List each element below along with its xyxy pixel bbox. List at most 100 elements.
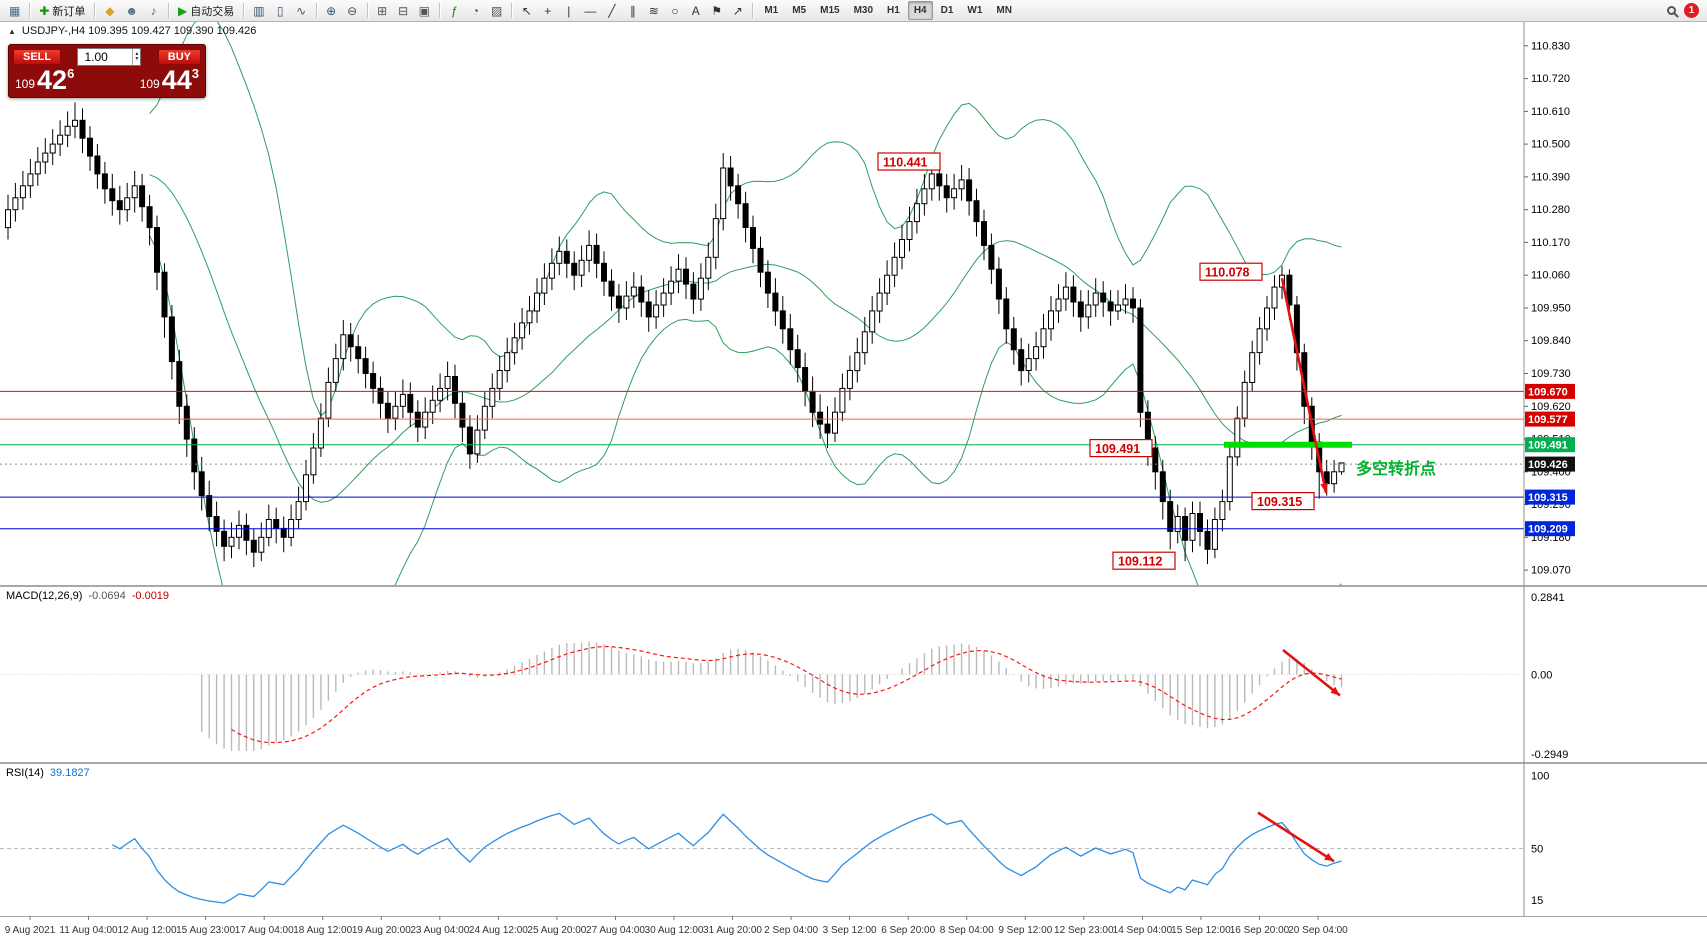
time-axis[interactable]: 9 Aug 2021 11 Aug 04:00 12 Aug 12:00 15 Aug… [5,916,1348,936]
svg-text:3 Sep 12:00: 3 Sep 12:00 [823,925,877,936]
timeframe-m30[interactable]: M30 [853,5,874,16]
svg-text:30 Aug 12:00: 30 Aug 12:00 [645,925,704,936]
horizontal-line-icon: — [584,3,597,18]
sounds-icon[interactable]: ♪ [144,1,163,20]
search-icon[interactable] [1667,6,1676,15]
toolbar-separator [366,3,368,18]
trend-arrow-main [1280,277,1328,493]
buy-price-big: 44 [161,65,192,95]
new-order-button[interactable]: ✚ 新订单 [35,1,89,20]
svg-text:110.078: 110.078 [1205,266,1250,280]
buy-price-handle: 109 [139,77,160,91]
line-chart-icon[interactable]: ∿ [292,1,311,20]
volume-input[interactable]: 1.00 ▴ ▾ [77,48,142,66]
sell-price[interactable]: 109 42 6 [15,66,75,94]
notification-badge[interactable]: 1 [1684,3,1699,18]
volume-spinner[interactable]: ▴ ▾ [132,49,140,65]
svg-text:109.315: 109.315 [1528,492,1568,504]
annotation-text: 多空转折点 [1356,459,1436,478]
shapes-icon: ○ [671,3,679,18]
toolbar-separator [438,3,440,18]
candlestick-chart-icon-icon: ▯ [276,3,284,18]
one-click-trading-panel: SELL 1.00 ▴ ▾ BUY 109 42 6 109 44 3 [8,44,206,98]
zoom-out-icon[interactable]: ⊖ [343,1,362,20]
price-axis[interactable]: 110.830 110.720 110.610 110.500 110.390 110.2… [1523,22,1575,916]
bar-chart-icon[interactable]: ▥ [249,1,268,20]
svg-text:14 Sep 04:00: 14 Sep 04:00 [1113,925,1173,936]
toolbar-separator [511,3,513,18]
vertical-line-tool[interactable]: | [559,1,578,20]
crosshair-tool[interactable]: + [538,1,557,20]
timeframe-m5[interactable]: M5 [792,5,807,16]
svg-text:110.500: 110.500 [1531,139,1570,151]
svg-text:8 Sep 04:00: 8 Sep 04:00 [940,925,994,936]
shapes-tool[interactable]: ○ [665,1,684,20]
svg-text:27 Aug 04:00: 27 Aug 04:00 [586,925,645,936]
autotrading-button[interactable]: ▶ 自动交易 [174,1,238,20]
timeframe-m15[interactable]: M15 [820,5,840,16]
buy-button[interactable]: BUY [157,49,201,65]
svg-text:20 Sep 04:00: 20 Sep 04:00 [1288,925,1348,936]
sell-price-pip: 6 [67,66,75,81]
svg-text:9 Sep 12:00: 9 Sep 12:00 [998,925,1052,936]
timeframe-d1[interactable]: D1 [940,5,954,16]
timeframe-w1[interactable]: W1 [967,5,983,16]
svg-text:100: 100 [1531,770,1549,782]
macd-name: MACD(12,26,9) [6,590,83,602]
svg-text:24 Aug 12:00: 24 Aug 12:00 [469,925,528,936]
text-tool[interactable]: A [686,1,705,20]
toolbar-separator [168,3,170,18]
cursor-tool[interactable]: ↖ [517,1,536,20]
channel-tool[interactable]: ∥ [623,1,642,20]
channel-icon: ∥ [629,3,636,18]
toolbar-separator [29,3,31,18]
svg-text:50: 50 [1531,844,1543,856]
arrange-windows-icon[interactable]: ▣ [415,1,434,20]
tile-windows-icon[interactable]: ⊞ [373,1,392,20]
periods-icon: ◔ [471,3,480,18]
new-order-button-label: 新订单 [52,5,86,18]
trendline-tool[interactable]: ╱ [602,1,621,20]
rsi-name: RSI(14) [6,767,44,779]
rsi-plot [0,812,1524,904]
periods-button[interactable]: ◔ [466,1,485,20]
timeframe-mn[interactable]: MN [996,5,1012,16]
sounds-icon-icon: ♪ [150,3,157,18]
cascade-windows-icon[interactable]: ⊟ [394,1,413,20]
templates-button[interactable]: ▨ [487,1,506,20]
label-icon: ⚑ [711,3,723,18]
sell-button[interactable]: SELL [13,49,62,65]
favorites-icon[interactable]: ◆ [100,1,119,20]
macd-value: -0.0694 [88,590,126,602]
arrow-icon: ↗ [732,3,743,18]
svg-text:110.830: 110.830 [1531,40,1570,52]
volume-down-icon[interactable]: ▾ [135,56,139,62]
timeframe-m1[interactable]: M1 [764,5,779,16]
svg-text:110.390: 110.390 [1531,171,1570,183]
zoom-in-icon[interactable]: ⊕ [322,1,341,20]
vertical-line-icon: | [567,3,571,18]
timeframe-h4[interactable]: H4 [907,1,933,20]
svg-text:109.315: 109.315 [1257,495,1302,509]
rsi-value: 39.1827 [49,767,90,779]
new-chart-button[interactable]: ▦ [5,1,24,20]
svg-text:109.577: 109.577 [1528,414,1568,426]
candlestick-chart-icon[interactable]: ▯ [271,1,290,20]
fibonacci-tool[interactable]: ≋ [644,1,663,20]
horizontal-line-tool[interactable]: — [580,1,600,20]
arrow-tool[interactable]: ↗ [728,1,747,20]
svg-text:110.280: 110.280 [1531,204,1570,216]
tile-windows-icon-icon: ⊞ [377,3,388,18]
buy-price[interactable]: 109 44 3 [139,65,199,95]
indicators-button[interactable]: ƒ [445,1,464,20]
svg-text:110.060: 110.060 [1531,270,1570,282]
svg-text:12 Aug 12:00: 12 Aug 12:00 [118,925,177,936]
timeframe-h1[interactable]: H1 [887,5,900,16]
symbol-ohlc-text: USDJPY-,H4 109.395 109.427 109.390 109.4… [21,25,257,37]
toolbar-separator [315,3,317,18]
label-tool[interactable]: ⚑ [707,1,726,20]
svg-text:110.720: 110.720 [1531,73,1570,85]
profile-icon[interactable]: ☻ [121,1,142,20]
volume-up-icon[interactable]: ▴ [135,51,139,57]
